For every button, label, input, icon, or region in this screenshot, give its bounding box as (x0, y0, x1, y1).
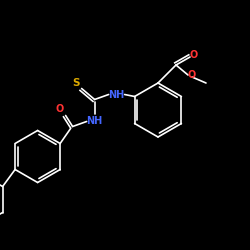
Text: O: O (190, 50, 198, 60)
Text: O: O (56, 104, 64, 115)
Text: S: S (72, 78, 79, 88)
Text: O: O (188, 70, 196, 80)
Text: NH: NH (86, 116, 103, 126)
Text: NH: NH (108, 90, 125, 100)
